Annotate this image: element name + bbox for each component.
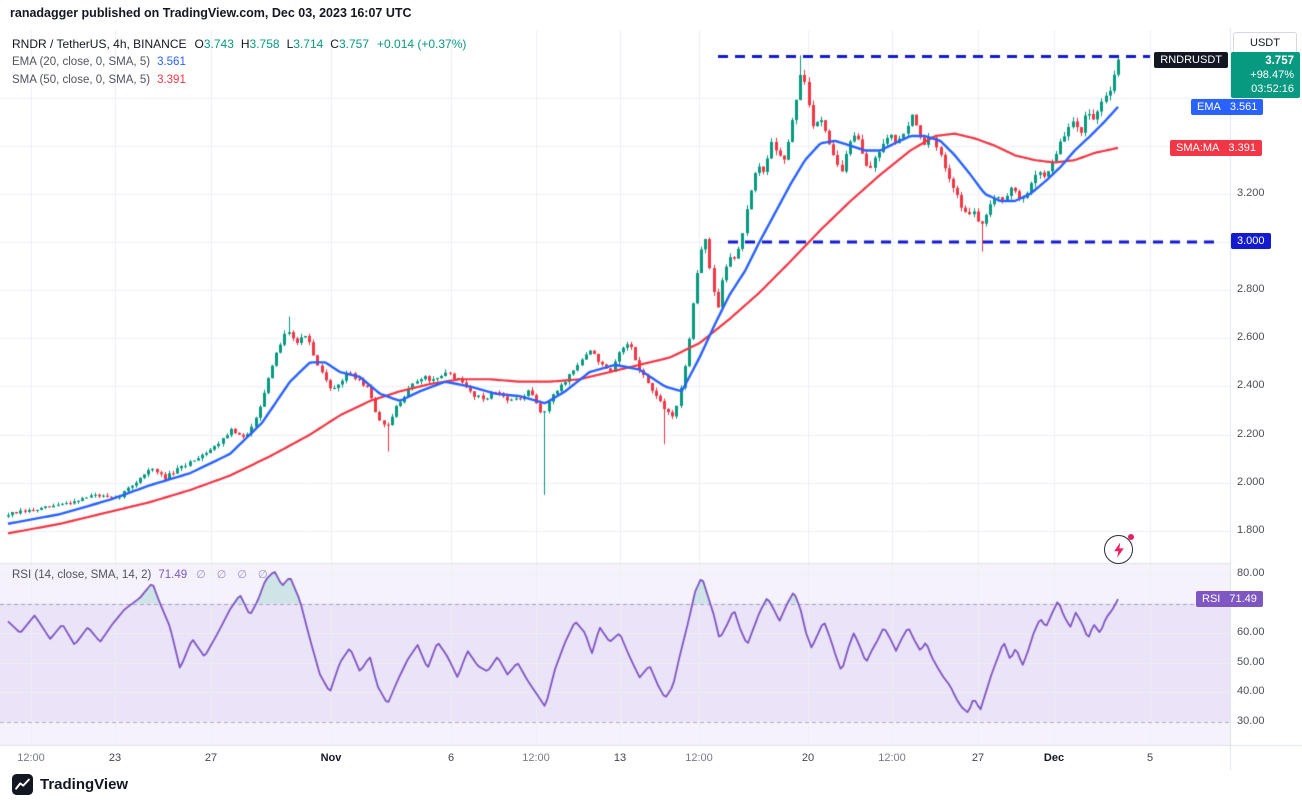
ema-label[interactable]: EMA (20, close, 0, SMA, 5): [12, 56, 151, 68]
sma-badge-value: 3.391: [1228, 142, 1256, 154]
rsi-empty-values: ∅ ∅ ∅ ∅: [196, 569, 272, 581]
sma-legend-row[interactable]: SMA (50, close, 0, SMA, 5) 3.391: [12, 72, 466, 88]
bar-countdown: 03:52:16: [1251, 83, 1294, 95]
current-price-badge[interactable]: 3.757 +98.47% 03:52:16: [1231, 52, 1300, 98]
price-tick-label: 2.000: [1237, 475, 1265, 488]
chart-legend: RNDR / TetherUS, 4h, BINANCE O3.743 H3.75…: [12, 35, 466, 88]
brand-name: TradingView: [40, 776, 129, 793]
time-tick-label: 6: [447, 752, 455, 764]
price-tick-label: 2.200: [1237, 427, 1265, 440]
rsi-legend-row[interactable]: RSI (14, close, SMA, 14, 2) 71.49 ∅ ∅ ∅ …: [12, 568, 272, 582]
rsi-axis-badge: RSI 71.49: [1196, 591, 1263, 607]
price-tick-label: 3.200: [1237, 186, 1265, 199]
rsi-label[interactable]: RSI (14, close, SMA, 14, 2): [12, 568, 152, 581]
time-tick-label: Dec: [1043, 752, 1065, 764]
rsi-value: 71.49: [158, 568, 188, 581]
rsi-tick-label: 50.00: [1237, 655, 1265, 668]
ema-badge-label: EMA: [1197, 101, 1221, 113]
price-tick-label: 2.800: [1237, 283, 1265, 296]
sma-label[interactable]: SMA (50, close, 0, SMA, 5): [12, 74, 151, 86]
symbol-title[interactable]: RNDR / TetherUS, 4h, BINANCE: [12, 36, 187, 51]
rsi-tick-label: 40.00: [1237, 685, 1265, 698]
notification-dot: [1128, 534, 1134, 540]
time-tick-label: 12:00: [878, 752, 906, 764]
time-tick-label: 5: [1146, 752, 1154, 764]
rsi-badge-value: 71.49: [1229, 593, 1257, 605]
price-tick-label: 2.400: [1237, 379, 1265, 392]
publish-watermark: ranadagger published on TradingView.com,…: [10, 6, 412, 20]
ema-legend-row[interactable]: EMA (20, close, 0, SMA, 5) 3.561: [12, 54, 466, 70]
time-tick-label: 12:00: [685, 752, 713, 764]
sma-badge-label: SMA:MA: [1176, 142, 1220, 154]
footer[interactable]: TradingView: [12, 774, 128, 795]
lightning-icon: [1113, 542, 1124, 557]
price-change: +0.014 (+0.37%): [377, 36, 467, 51]
ohlc-pair: H3.758: [240, 36, 280, 51]
rsi-tick-label: 60.00: [1237, 626, 1265, 639]
symbol-axis-badge[interactable]: RNDRUSDT: [1154, 52, 1228, 68]
sma-value: 3.391: [157, 74, 186, 86]
time-tick-label: 20: [801, 752, 815, 764]
price-tick-label: 1.800: [1237, 523, 1265, 536]
current-price: 3.757: [1265, 55, 1294, 67]
time-tick-label: 27: [204, 752, 218, 764]
symbol-legend-row[interactable]: RNDR / TetherUS, 4h, BINANCE O3.743 H3.75…: [12, 35, 466, 52]
time-tick-label: 13: [613, 752, 627, 764]
ema-value: 3.561: [157, 56, 186, 68]
sma-axis-badge: SMA:MA 3.391: [1170, 140, 1262, 156]
change-percent: +98.47%: [1250, 69, 1294, 81]
time-tick-label: Nov: [320, 752, 342, 764]
ema-badge-value: 3.561: [1229, 101, 1258, 113]
time-tick-label: 12:00: [522, 752, 550, 764]
rsi-tick-label: 30.00: [1237, 714, 1265, 727]
time-tick-label: 23: [108, 752, 122, 764]
ohlc-values: O3.743 H3.758 L3.714 C3.757: [195, 37, 370, 51]
ohlc-pair: L3.714: [286, 36, 324, 51]
support-level-badge[interactable]: 3.000: [1231, 233, 1271, 249]
ema-axis-badge: EMA 3.561: [1191, 99, 1264, 115]
price-tick-label: 2.600: [1237, 331, 1265, 344]
rsi-badge-label: RSI: [1202, 593, 1221, 605]
tradingview-logo-icon: [12, 774, 33, 795]
rsi-tick-label: 80.00: [1237, 567, 1265, 579]
time-tick-label: 12:00: [17, 752, 45, 764]
time-tick-label: 27: [971, 752, 985, 764]
ohlc-pair: C3.757: [330, 36, 369, 51]
time-axis[interactable]: 12:00 23 27 Nov 6 12:00 13 12:00 20 12:00 27 Dec 5: [0, 745, 1302, 771]
ohlc-pair: O3.743: [194, 36, 234, 51]
lightning-button[interactable]: [1104, 534, 1134, 564]
